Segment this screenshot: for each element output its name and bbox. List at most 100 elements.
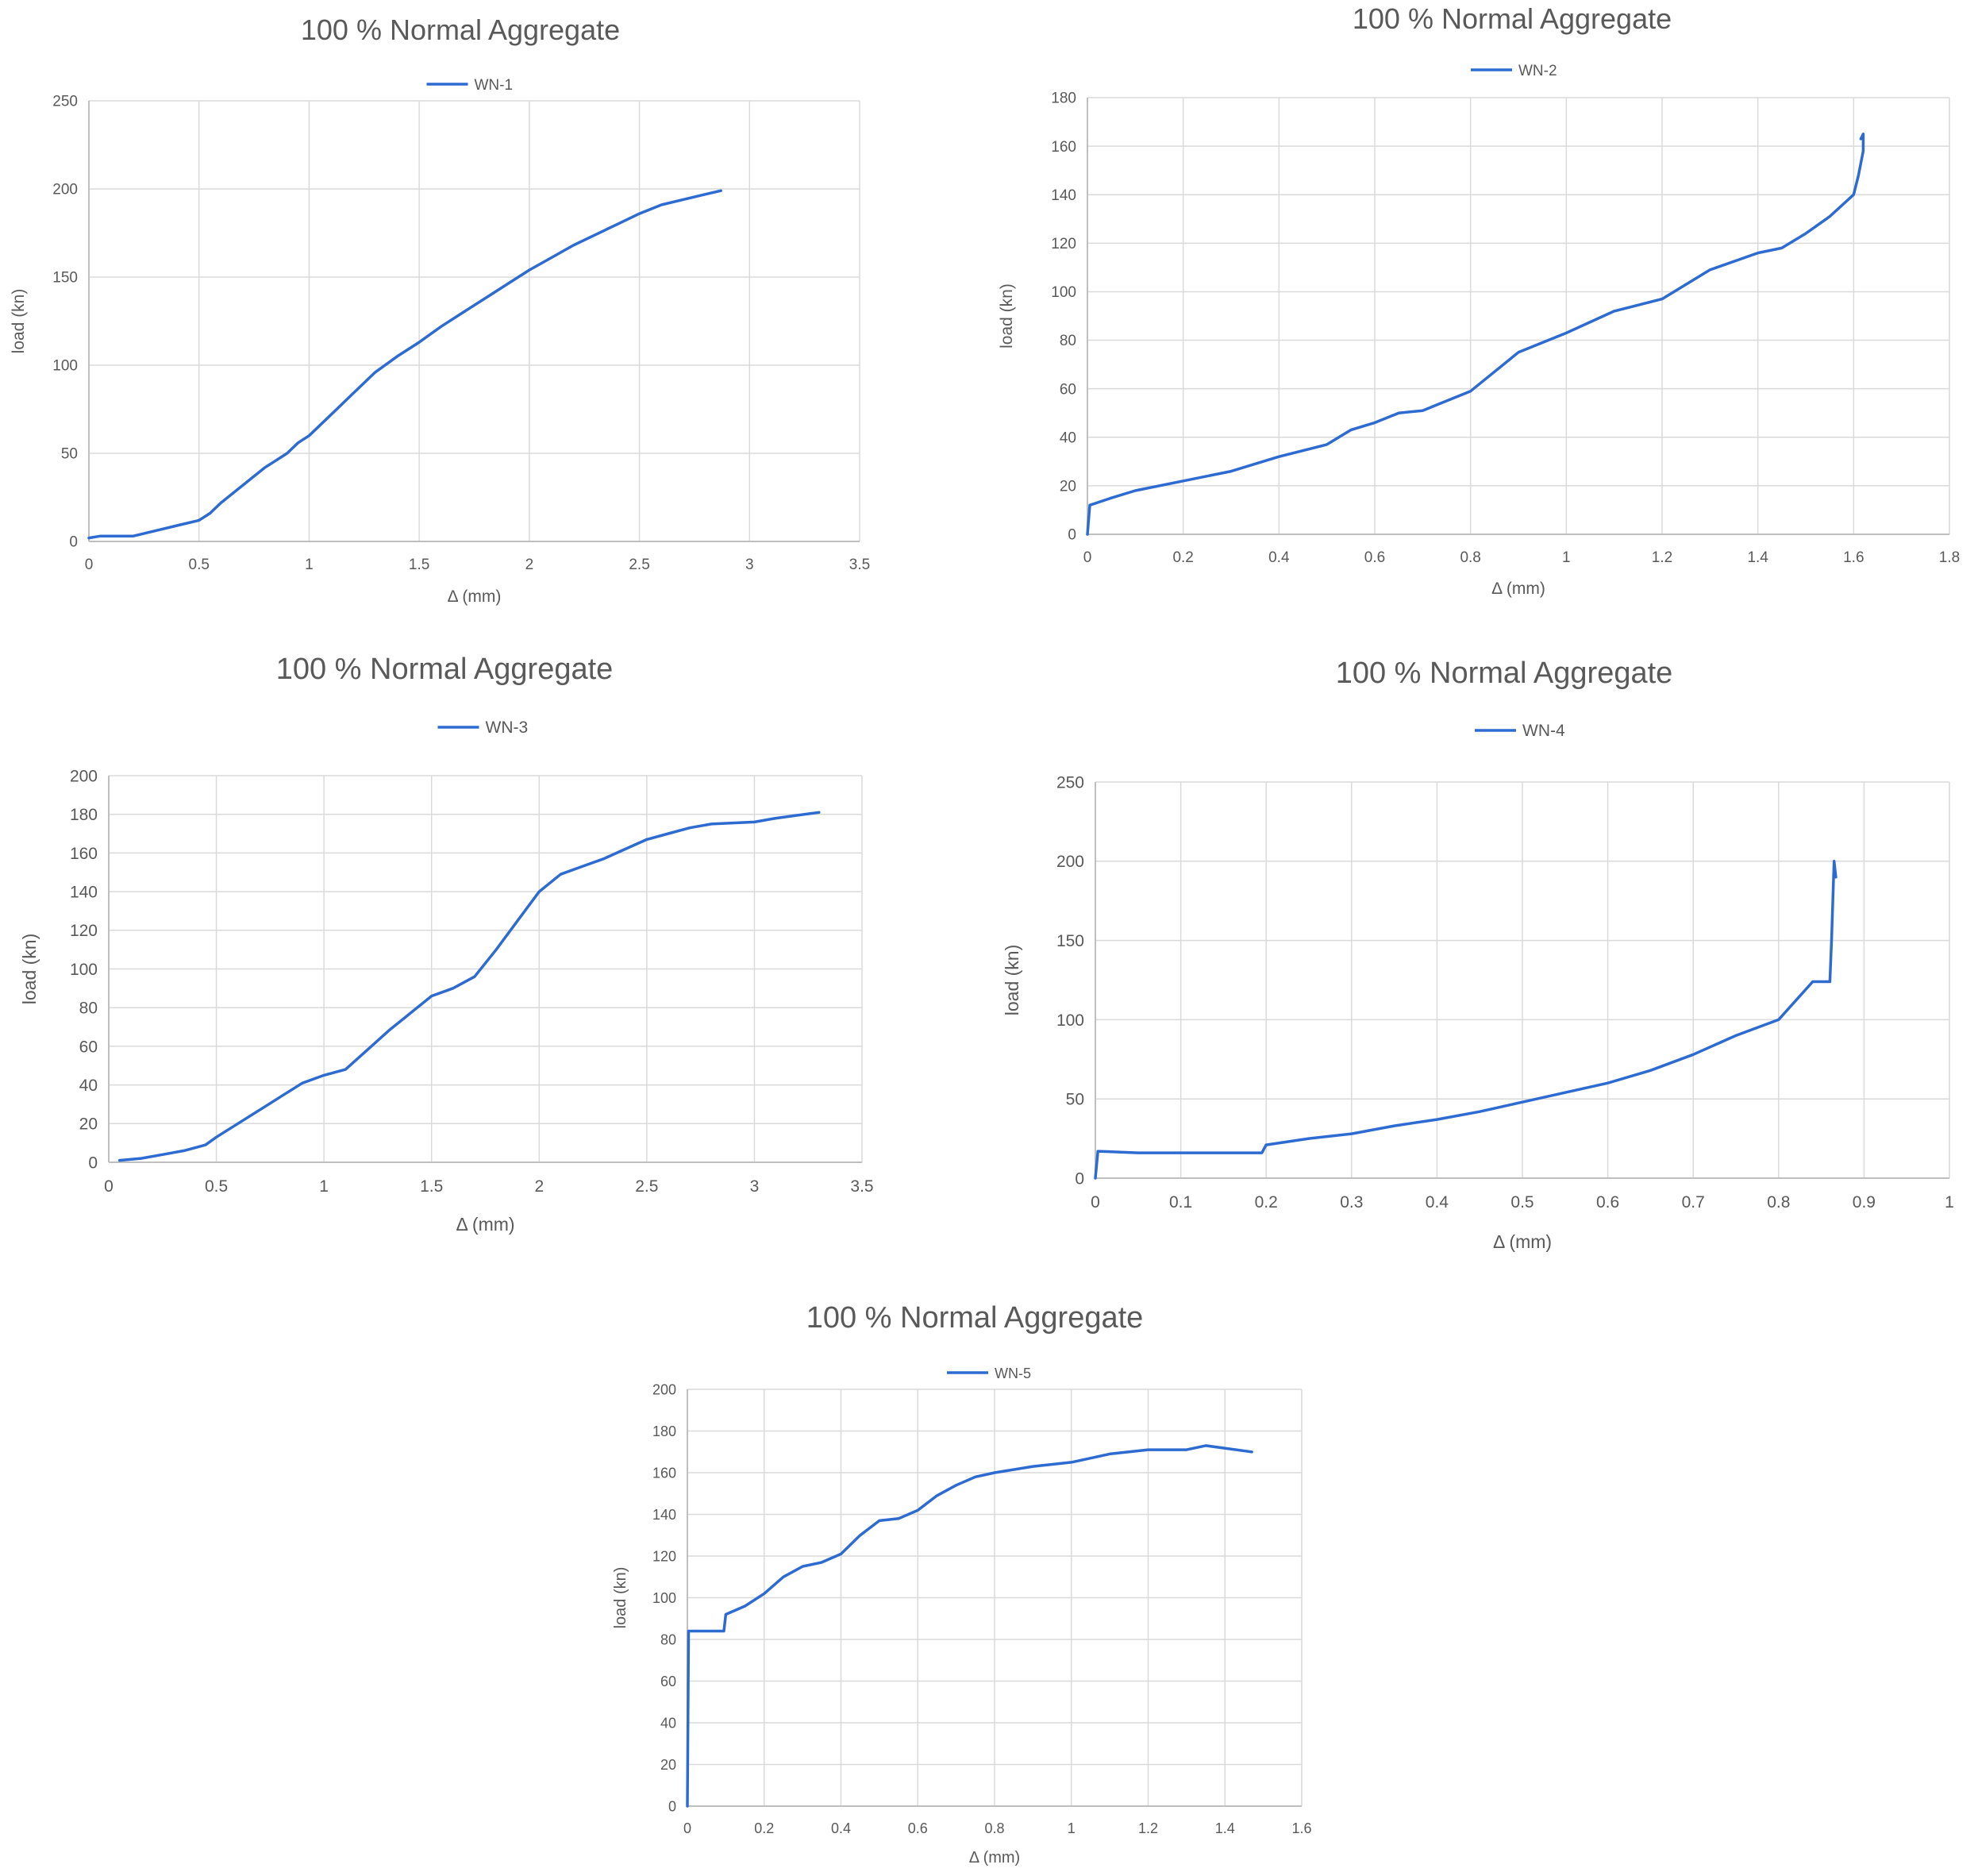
y-tick-label: 180: [652, 1423, 676, 1439]
x-tick-label: 0.2: [1172, 549, 1193, 566]
series-line-wn-1: [87, 189, 722, 540]
x-tick-label: 3: [750, 1177, 760, 1196]
x-axis-label: Δ (mm): [1491, 580, 1545, 598]
legend-entry: WN-1: [426, 77, 514, 94]
y-tick-label: 0: [1068, 527, 1076, 544]
x-tick-label: 1: [1562, 549, 1571, 566]
x-axis-label: Δ (mm): [1493, 1231, 1552, 1252]
x-tick-label: 3.5: [849, 557, 870, 573]
y-tick-label: 40: [1060, 430, 1076, 446]
y-tick-label: 180: [1051, 91, 1076, 107]
x-tick-label: 0: [1083, 549, 1092, 566]
x-tick-label: 2: [525, 557, 534, 573]
chart-panel-5: 0 0.2 0.4 0.6 0.8 1 1.2 1.4 1.6 0 20 40 60 80 100 120 14…: [612, 1301, 1312, 1866]
x-tick-label: 0.5: [1510, 1193, 1534, 1212]
y-tick-label: 80: [79, 1000, 98, 1018]
y-tick-label: 160: [1051, 139, 1076, 156]
x-tick-label: 1: [305, 557, 314, 573]
legend-label: WN-2: [1518, 63, 1557, 79]
y-tick-label: 160: [70, 845, 98, 863]
x-tick-label: 3.5: [850, 1177, 873, 1196]
legend-entry: WN-2: [1471, 63, 1557, 79]
y-tick-label: 150: [52, 270, 78, 287]
series-line-wn-5: [686, 1444, 1253, 1808]
y-tick-label: 0: [69, 534, 78, 551]
y-tick-label: 80: [660, 1631, 676, 1647]
x-tick-label: 0: [104, 1177, 114, 1196]
chart-panel-1: 0 0.5 1 1.5 2 2.5 3 3.5 0 50 100 150 200 250 100 % Nor…: [10, 13, 870, 606]
y-axis-label: load (kn): [1002, 945, 1022, 1015]
series-line-wn-2: [1086, 133, 1865, 536]
x-tick-label: 0.5: [205, 1177, 228, 1196]
x-tick-label: 0.1: [1169, 1193, 1192, 1212]
y-tick-label: 200: [1056, 853, 1084, 871]
x-tick-label: 0.6: [908, 1820, 928, 1836]
chart-title: 100 % Normal Aggregate: [1336, 657, 1673, 690]
y-tick-label: 20: [1060, 479, 1076, 495]
legend-label: WN-3: [486, 718, 529, 737]
y-tick-label: 100: [1051, 284, 1076, 301]
y-tick-label: 160: [652, 1465, 676, 1481]
x-tick-label: 0: [683, 1820, 691, 1836]
x-tick-label: 0.5: [189, 557, 210, 573]
x-tick-label: 0.8: [1767, 1193, 1790, 1212]
x-tick-label: 1: [319, 1177, 329, 1196]
x-tick-label: 1.2: [1652, 549, 1672, 566]
y-axis-label: load (kn): [19, 934, 40, 1004]
x-tick-label: 1: [1068, 1820, 1076, 1836]
x-tick-label: 0.9: [1853, 1193, 1876, 1212]
x-tick-label: 0.6: [1364, 549, 1385, 566]
y-tick-label: 40: [660, 1715, 676, 1731]
y-tick-label: 100: [52, 358, 78, 375]
y-tick-label: 180: [70, 806, 98, 824]
y-tick-label: 80: [1060, 333, 1076, 349]
y-tick-label: 120: [70, 922, 98, 940]
y-tick-label: 150: [1056, 932, 1084, 950]
x-tick-label: 1: [1945, 1193, 1954, 1212]
legend-label: WN-1: [475, 77, 514, 94]
chart-panel-3: 0 0.5 1 1.5 2 2.5 3 3.5 0 20 40 60 80 100 120 140 160 180…: [19, 653, 874, 1235]
x-tick-label: 0.8: [984, 1820, 1004, 1836]
chart-title: 100 % Normal Aggregate: [1353, 2, 1672, 35]
x-tick-label: 0.2: [754, 1820, 774, 1836]
x-tick-label: 0: [1091, 1193, 1100, 1212]
x-tick-label: 1.5: [409, 557, 429, 573]
y-tick-label: 140: [70, 883, 98, 901]
x-tick-label: 0.7: [1682, 1193, 1705, 1212]
chart-title: 100 % Normal Aggregate: [301, 13, 620, 46]
chart-panel-4: 0 0.1 0.2 0.3 0.4 0.5 0.6 0.7 0.8 0.9 1 0 50 100 150 20…: [1002, 657, 1954, 1252]
y-tick-label: 100: [652, 1590, 676, 1606]
chart-title: 100 % Normal Aggregate: [806, 1301, 1144, 1335]
y-tick-label: 200: [52, 182, 78, 198]
legend-entry: WN-4: [1475, 722, 1565, 740]
y-tick-label: 120: [1051, 236, 1076, 252]
series-line-wn-3: [117, 811, 821, 1162]
chart-title: 100 % Normal Aggregate: [276, 653, 614, 686]
y-tick-label: 20: [79, 1115, 98, 1134]
y-tick-label: 60: [1060, 381, 1076, 398]
x-tick-label: 0.4: [831, 1820, 851, 1836]
x-tick-label: 1.8: [1939, 549, 1960, 566]
legend-label: WN-4: [1522, 722, 1565, 740]
x-tick-label: 1.6: [1843, 549, 1864, 566]
y-tick-label: 100: [70, 961, 98, 979]
x-tick-label: 1.5: [420, 1177, 443, 1196]
x-axis-label: Δ (mm): [456, 1214, 514, 1235]
y-tick-label: 0: [668, 1798, 676, 1814]
y-tick-label: 120: [652, 1548, 676, 1564]
legend-entry: WN-5: [947, 1366, 1031, 1381]
y-axis-label: load (kn): [612, 1567, 629, 1629]
y-axis-label: load (kn): [998, 283, 1016, 349]
x-tick-label: 0.6: [1596, 1193, 1619, 1212]
x-axis-label: Δ (mm): [448, 587, 502, 606]
y-tick-label: 140: [652, 1507, 676, 1523]
x-tick-label: 0.3: [1340, 1193, 1363, 1212]
legend-label: WN-5: [995, 1366, 1031, 1381]
y-tick-label: 40: [79, 1077, 98, 1095]
x-tick-label: 0.4: [1426, 1193, 1449, 1212]
x-tick-label: 0.2: [1255, 1193, 1278, 1212]
y-tick-label: 0: [1075, 1169, 1084, 1188]
y-tick-label: 200: [652, 1381, 676, 1397]
y-tick-label: 100: [1056, 1011, 1084, 1030]
